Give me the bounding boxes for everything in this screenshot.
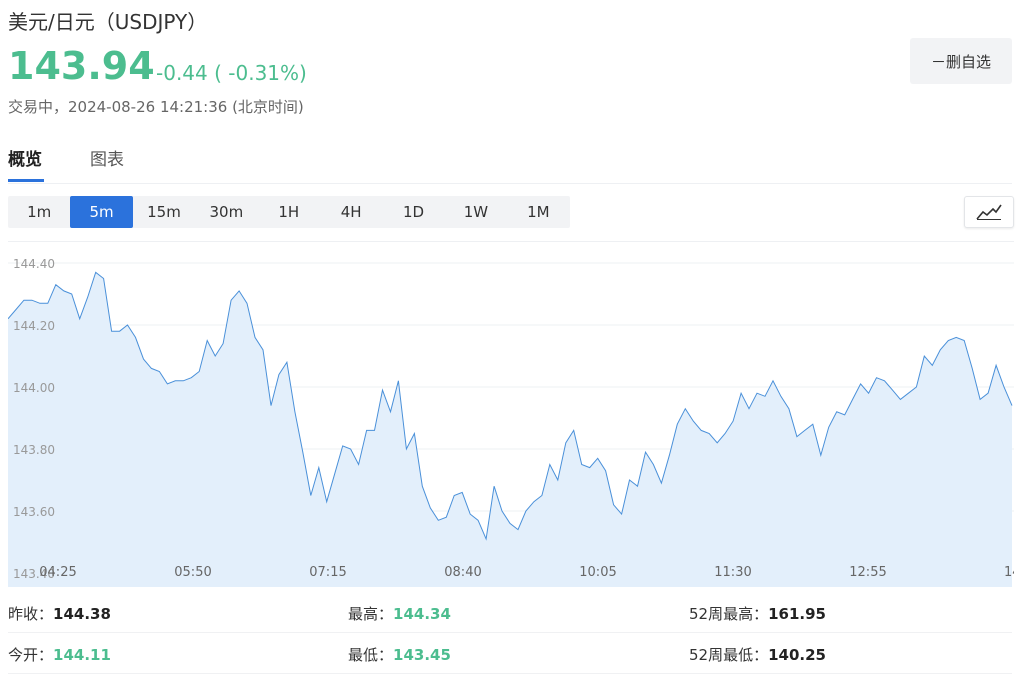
stat-52w-low: 52周最低：140.25 <box>689 646 826 664</box>
line-chart-icon <box>976 204 1002 220</box>
y-tick-label: 144.40 <box>13 257 55 271</box>
chart-type-button[interactable] <box>964 196 1014 228</box>
stat-high: 最高：144.34 <box>348 605 451 623</box>
y-tick-label: 144.20 <box>13 319 55 333</box>
price-chart-svg: 144.40 144.20 144.00 143.80 143.60 143.4004:2… <box>7 257 1024 587</box>
stat-52w-high: 52周最高：161.95 <box>689 605 826 623</box>
x-tick-label: 04:25 <box>39 565 76 580</box>
current-price: 143.94 <box>8 44 155 88</box>
period-30m[interactable]: 30m <box>209 203 244 221</box>
page-title: 美元/日元（USDJPY） <box>8 10 208 34</box>
stats-panel: 昨收：144.38 最高：144.34 52周最高：161.95 今开：144.… <box>8 592 1012 674</box>
period-1m[interactable]: 1m <box>27 203 52 221</box>
price-chart: 144.40 144.20 144.00 143.80 143.60 143.40 04:2… <box>7 241 1024 587</box>
remove-watchlist-button[interactable]: －删自选 <box>910 38 1012 84</box>
period-15m[interactable]: 15m <box>147 203 181 221</box>
x-tick-label: 05:50 <box>174 565 211 580</box>
x-tick-label: 14:2 <box>1004 565 1014 580</box>
y-tick-label: 143.60 <box>13 505 55 519</box>
period-1d[interactable]: 1D <box>402 203 425 221</box>
period-1mo[interactable]: 1M <box>527 203 550 221</box>
period-1w[interactable]: 1W <box>463 203 489 221</box>
tab-chart[interactable]: 图表 <box>90 150 124 170</box>
x-tick-label: 11:30 <box>714 565 751 580</box>
x-tick-label: 10:05 <box>579 565 616 580</box>
stat-open: 今开：144.11 <box>8 646 111 664</box>
price-change: -0.44 ( -0.31%) <box>156 61 307 85</box>
period-selector: 1m 5m 15m 30m 1H 4H 1D 1W 1M <box>8 196 570 228</box>
x-tick-label: 08:40 <box>444 565 481 580</box>
y-tick-label: 143.40 <box>13 567 55 581</box>
y-tick-label: 144.00 <box>13 381 55 395</box>
x-tick-label: 12:55 <box>849 565 886 580</box>
period-5m[interactable]: 5m <box>70 196 133 228</box>
y-tick-label: 143.80 <box>13 443 55 457</box>
price-area <box>8 272 1012 587</box>
period-4h[interactable]: 4H <box>340 203 362 221</box>
tab-overview[interactable]: 概览 <box>8 150 42 170</box>
stats-row: 今开：144.11 最低：143.45 52周最低：140.25 <box>8 633 1012 674</box>
price-line <box>7 271 1013 541</box>
stats-row: 昨收：144.38 最高：144.34 52周最高：161.95 <box>8 592 1012 633</box>
tab-bar: 概览 图表 <box>8 143 1012 184</box>
x-tick-label: 07:15 <box>309 565 346 580</box>
stat-low: 最低：143.45 <box>348 646 451 664</box>
stat-prev-close: 昨收：144.38 <box>8 605 111 623</box>
active-tab-indicator <box>8 179 44 182</box>
trading-status: 交易中，2024-08-26 14:21:36 (北京时间) <box>8 98 304 116</box>
period-1h[interactable]: 1H <box>278 203 300 221</box>
